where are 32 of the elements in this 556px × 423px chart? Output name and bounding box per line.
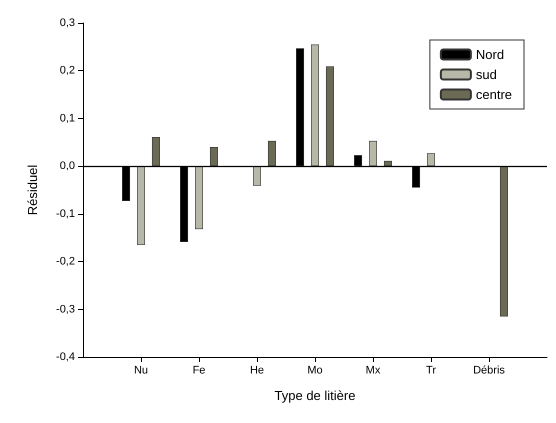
y-tick-label: -0,2 xyxy=(56,256,75,268)
bar xyxy=(152,137,160,166)
bar xyxy=(253,166,261,186)
y-tick-label: 0,0 xyxy=(60,160,75,172)
y-tick-label: 0,1 xyxy=(60,112,75,124)
bar xyxy=(369,140,377,166)
bar xyxy=(311,44,319,166)
y-tick-label: 0,2 xyxy=(60,64,75,77)
bar xyxy=(195,166,203,230)
y-axis-title: Résiduel xyxy=(25,164,40,216)
y-tick-label: -0,3 xyxy=(56,303,75,316)
x-axis-title: Type de litière xyxy=(274,388,356,403)
bar xyxy=(427,153,435,166)
x-tick-label: He xyxy=(250,364,264,376)
x-tick-label: Nu xyxy=(134,364,148,376)
y-tick-label: -0,4 xyxy=(56,351,75,363)
x-tick-label: Débris xyxy=(473,364,506,376)
x-tick-label: Mx xyxy=(366,364,381,376)
bar xyxy=(500,166,508,316)
x-tick-label: Mo xyxy=(307,364,323,376)
legend-label: centre xyxy=(476,87,512,102)
x-tick-label: Fe xyxy=(192,364,206,376)
bar xyxy=(210,147,218,166)
bar xyxy=(384,160,392,166)
legend-label: sud xyxy=(476,67,497,82)
bar xyxy=(137,166,145,245)
y-tick-label: 0,3 xyxy=(60,17,75,29)
bar xyxy=(268,140,276,166)
legend-label: Nord xyxy=(476,47,504,62)
y-tick-label: -0,1 xyxy=(56,208,75,220)
x-tick-label: Tr xyxy=(426,364,436,376)
bar xyxy=(326,66,334,166)
